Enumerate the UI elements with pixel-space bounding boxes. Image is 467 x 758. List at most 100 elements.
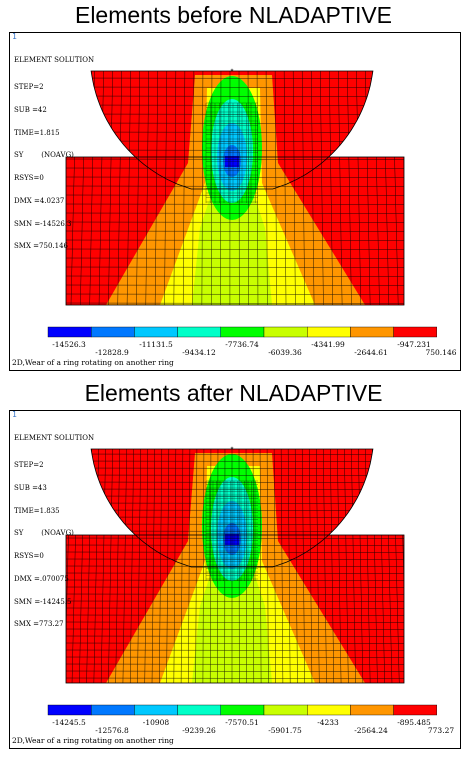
mesh-line (66, 516, 404, 518)
legend-label: -2644.61 (354, 348, 388, 357)
mesh-line (66, 86, 404, 88)
info-title: ELEMENT SOLUTION (14, 56, 95, 65)
contour-field (50, 53, 420, 313)
legend-swatch (177, 326, 222, 338)
mesh-line (66, 663, 404, 665)
mesh-line (66, 176, 404, 178)
mesh-line (66, 586, 404, 588)
window-number: 1 (12, 32, 17, 41)
mesh-line (322, 449, 327, 683)
legend-swatch (134, 704, 178, 716)
info-smx: SMX =750.146 (14, 242, 68, 251)
mesh-line (266, 449, 269, 683)
legend-swatch (47, 704, 92, 716)
mesh-line (66, 509, 404, 511)
mesh-line (166, 449, 170, 683)
mesh-line (336, 449, 342, 683)
mesh-line (50, 312, 420, 313)
mesh-line (66, 635, 404, 637)
legend-label: -9434.12 (182, 348, 216, 357)
legend-label: -14526.3 (52, 340, 86, 349)
mesh-line (50, 447, 420, 448)
legend-swatch (307, 326, 351, 338)
mesh-line (308, 449, 313, 683)
info-time: TIME=1.835 (14, 506, 60, 515)
legend-swatch (90, 704, 135, 716)
solution-info-block: ELEMENT SOLUTION STEP=2 SUB =42 TIME=1.8… (14, 42, 94, 266)
top-node-marker: * (231, 68, 234, 75)
legend-label: -10908 (142, 718, 170, 727)
mesh-line (364, 449, 371, 683)
info-smn: SMN =-14245.5 (14, 597, 72, 606)
mesh-line (66, 467, 404, 469)
legend-swatch (393, 326, 438, 338)
mesh-line (66, 460, 404, 462)
refined-mesh (205, 102, 258, 203)
mesh-line (66, 488, 404, 490)
mesh-line (66, 140, 404, 142)
mesh-line (66, 113, 404, 115)
mesh-line (66, 158, 404, 160)
mesh-line (66, 551, 404, 553)
mesh-line (122, 449, 128, 683)
ring-outline (90, 448, 374, 568)
contour-field (50, 431, 420, 691)
mesh-line (357, 449, 364, 683)
refined-mesh (205, 480, 258, 581)
mesh-line (252, 449, 255, 683)
mesh-line (209, 449, 212, 683)
ring-outline (90, 70, 374, 190)
mesh-line (66, 600, 404, 602)
mesh-line (66, 257, 404, 259)
mesh-line (294, 449, 298, 683)
info-smx: SMX =773.27 (14, 620, 64, 629)
plot-caption: 2D,Wear of a ring rotating on another ri… (12, 736, 174, 745)
info-step: STEP=2 (14, 82, 44, 91)
heading-after: Elements after NLADAPTIVE (84, 380, 383, 406)
mesh-line (98, 71, 105, 305)
mesh-line (66, 474, 404, 476)
mesh-line (66, 212, 404, 214)
mesh-line (158, 449, 163, 683)
plot-panel-before: * 1 ELEMENT SOLUTION STEP=2 SUB =42 TIME… (9, 32, 461, 371)
info-rsys: RSYS=0 (14, 552, 44, 561)
info-smn: SMN =-14526.3 (14, 219, 72, 228)
mesh-line (66, 185, 404, 187)
mesh-line (66, 453, 404, 455)
legend-swatch (307, 704, 351, 716)
plot-caption: 2D,Wear of a ring rotating on another ri… (12, 358, 174, 367)
info-time: TIME=1.815 (14, 128, 60, 137)
legend-swatch (393, 704, 438, 716)
mesh-line (66, 670, 404, 672)
legend-swatch (47, 326, 92, 338)
info-sub: SUB =42 (14, 105, 47, 114)
legend-label: -7736.74 (225, 340, 259, 349)
mesh-line (66, 122, 404, 124)
mesh-line (66, 628, 404, 630)
legend-label: -2564.24 (354, 726, 388, 735)
legend-swatch (90, 326, 135, 338)
solution-info-block: ELEMENT SOLUTION STEP=2 SUB =43 TIME=1.8… (14, 420, 94, 644)
legend-label: -947.231 (397, 340, 431, 349)
info-rsys: RSYS=0 (14, 174, 44, 183)
mesh-line (66, 621, 404, 623)
mesh-line (115, 449, 121, 683)
mesh-line (66, 194, 404, 196)
mesh-line (407, 431, 414, 691)
mesh-line (66, 293, 404, 295)
legend-swatch (220, 704, 265, 716)
mesh-line (66, 523, 404, 525)
mesh-line (129, 449, 135, 683)
mesh-line (50, 69, 420, 70)
mesh-line (259, 449, 262, 683)
mesh-line (66, 614, 404, 616)
mesh-line (66, 203, 404, 205)
heading-before: Elements before NLADAPTIVE (74, 2, 393, 28)
mesh-line (410, 53, 417, 313)
mesh-line (66, 481, 404, 483)
mesh-line (66, 579, 404, 581)
info-dmx: DMX =4.0237 (14, 196, 65, 205)
legend-label: 750.146 (425, 348, 457, 357)
legend-label: 773.27 (427, 726, 455, 735)
mesh-line (66, 677, 404, 679)
